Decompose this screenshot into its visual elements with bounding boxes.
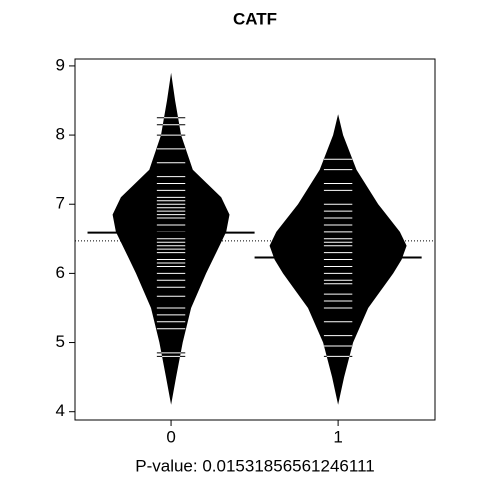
x-axis-label: P-value: 0.01531856561246111 [135,456,374,475]
y-tick-label: 8 [56,125,65,144]
x-tick-label: 1 [333,427,342,446]
y-tick-label: 7 [56,194,65,213]
chart-title: CATF [233,9,277,28]
y-tick-label: 4 [56,401,65,420]
plot-frame [74,58,436,421]
y-tick-label: 5 [56,332,65,351]
y-tick-label: 6 [56,263,65,282]
x-tick-label: 0 [166,427,175,446]
y-tick-label: 9 [56,55,65,74]
